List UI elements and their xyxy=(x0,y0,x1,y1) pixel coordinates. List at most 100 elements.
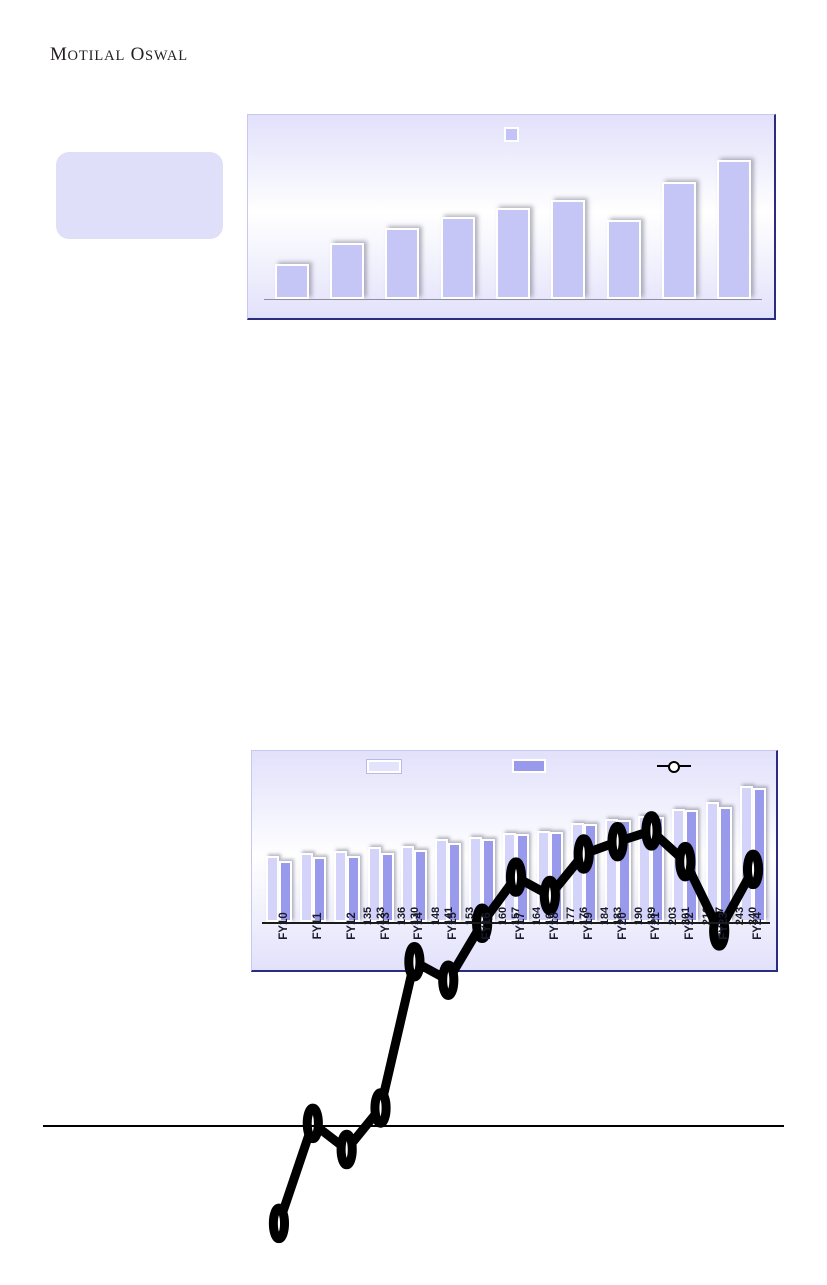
callout-box xyxy=(56,152,223,239)
top-chart-bar-slot xyxy=(596,152,651,299)
x-axis-label-slot: FY10 xyxy=(262,912,296,968)
top-chart-bar-slot xyxy=(430,152,485,299)
top-chart-bar xyxy=(440,216,475,299)
bottom-chart-bar: 183 xyxy=(612,819,631,925)
bottom-chart-bar: 207 xyxy=(714,806,733,925)
bottom-chart-bar xyxy=(299,852,313,922)
line-point-marker xyxy=(443,965,454,995)
top-chart-bar xyxy=(661,181,696,299)
x-axis-label: FY12 xyxy=(345,912,358,940)
brand-initial-m: M xyxy=(50,44,68,65)
x-axis-label: FY10 xyxy=(277,912,290,940)
bottom-chart-bar-group: 203 201 xyxy=(667,777,702,925)
top-chart-bar-slot xyxy=(541,152,596,299)
x-axis-label: FY15 xyxy=(447,912,460,940)
top-chart-bar xyxy=(329,243,364,299)
bottom-chart-bar-group: 148 141 xyxy=(430,777,465,925)
brand-masthead: MOTILAL OSWAL xyxy=(50,44,188,66)
bottom-chart-bar-group: 164 161 xyxy=(531,777,567,925)
top-chart-x-axis xyxy=(264,299,762,300)
x-axis-label-slot: FY24 xyxy=(736,912,770,968)
top-chart-bar-slot xyxy=(264,152,319,299)
x-axis-label-slot: FY17 xyxy=(499,912,533,968)
x-axis-label: FY14 xyxy=(413,912,426,940)
x-axis-label-slot: FY13 xyxy=(364,912,398,968)
bottom-chart-bar: 157 xyxy=(510,834,529,925)
bottom-chart-bar-group: 190 189 xyxy=(633,777,668,925)
bottom-chart-bar-group xyxy=(296,777,330,922)
bottom-combo-chart: 135 123 136 130 148 141 153 148 160 157 164 161 177 1… xyxy=(251,750,778,972)
top-chart-bar-slot xyxy=(707,152,762,299)
bottom-chart-bar: 189 xyxy=(646,816,665,925)
legend-item-line xyxy=(656,759,691,773)
x-axis-label-slot: FY14 xyxy=(397,912,431,968)
top-chart-bar xyxy=(606,219,641,299)
legend-item-bar-light xyxy=(366,758,403,774)
line-point-marker xyxy=(375,1093,386,1123)
bottom-chart-bar: 161 xyxy=(544,832,563,925)
x-axis-label: FY19 xyxy=(582,912,595,940)
line-point-marker xyxy=(341,1134,352,1164)
x-axis-label: FY22 xyxy=(684,912,697,940)
bottom-chart-bar-group: 216 207 xyxy=(701,777,736,925)
x-axis-label: FY18 xyxy=(548,912,561,940)
bottom-chart-bar-group: 153 148 xyxy=(464,777,499,925)
x-axis-label: FY20 xyxy=(616,912,629,940)
bottom-chart-bar-group: 160 157 xyxy=(497,777,533,925)
line-point-marker xyxy=(307,1108,318,1138)
bottom-chart-bar: 141 xyxy=(443,843,462,925)
x-axis-label-slot: FY21 xyxy=(634,912,668,968)
x-axis-label-slot: FY22 xyxy=(668,912,702,968)
x-axis-label: FY13 xyxy=(379,912,392,940)
bottom-chart-legend xyxy=(312,758,746,774)
x-axis-label-slot: FY12 xyxy=(330,912,364,968)
bottom-chart-bar-group: 184 183 xyxy=(599,777,635,925)
bottom-chart-x-axis xyxy=(262,922,770,924)
bottom-chart-bar: 240 xyxy=(747,788,766,925)
bottom-chart-bar xyxy=(333,850,347,922)
top-chart-bar-slot xyxy=(485,152,540,299)
x-axis-label: FY23 xyxy=(718,912,731,940)
top-chart-bars xyxy=(264,152,762,299)
top-chart-bar xyxy=(551,199,586,299)
x-axis-label-slot: FY20 xyxy=(601,912,635,968)
brand-word-oswal: SWAL xyxy=(144,48,189,64)
x-axis-label: FY17 xyxy=(514,912,527,940)
bottom-chart-bar: 176 xyxy=(578,823,597,925)
top-chart-bar xyxy=(385,228,420,299)
bottom-chart-bar-group: 177 176 xyxy=(565,777,601,925)
x-axis-label: FY21 xyxy=(650,912,663,940)
legend-bar-light-icon xyxy=(366,758,403,774)
legend-swatch-icon xyxy=(503,127,519,142)
x-axis-label-slot: FY16 xyxy=(465,912,499,968)
bottom-chart-plot-area: 135 123 136 130 148 141 153 148 160 157 164 161 177 1… xyxy=(262,777,770,924)
top-chart-bar xyxy=(274,264,309,299)
bottom-chart-bar-groups: 135 123 136 130 148 141 153 148 160 157 164 161 177 1… xyxy=(262,777,770,925)
top-chart-bar-slot xyxy=(651,152,706,299)
x-axis-label-slot: FY23 xyxy=(702,912,736,968)
brand-initial-o: O xyxy=(130,44,145,65)
top-chart-bar-slot xyxy=(375,152,430,299)
bottom-chart-bar: 243 xyxy=(734,786,753,925)
line-point-marker xyxy=(273,1208,284,1238)
legend-item-bar-dark xyxy=(511,759,546,773)
top-bar-chart xyxy=(247,114,776,320)
x-axis-label: FY11 xyxy=(311,912,324,940)
bottom-chart-bar: 148 xyxy=(477,839,496,925)
x-axis-label-slot: FY19 xyxy=(567,912,601,968)
top-chart-plot-area xyxy=(264,152,762,300)
bottom-chart-x-labels: FY10 FY11 FY12 FY13 FY14 FY15 FY16 FY17 FY18 FY19… xyxy=(262,912,770,968)
bottom-chart-bar xyxy=(265,855,279,922)
bottom-chart-bar: 216 xyxy=(701,801,720,925)
top-chart-legend xyxy=(248,127,774,142)
legend-bar-dark-icon xyxy=(511,759,546,773)
x-axis-label-slot: FY11 xyxy=(296,913,330,968)
footer-divider xyxy=(43,1125,784,1127)
bottom-chart-bar-group xyxy=(262,777,296,922)
top-chart-bar xyxy=(717,159,752,299)
bottom-chart-bar-group xyxy=(330,777,364,922)
x-axis-label: FY16 xyxy=(481,912,494,940)
x-axis-label-slot: FY18 xyxy=(533,912,567,968)
legend-line-marker-icon xyxy=(656,760,691,773)
bottom-chart-bar-group: 243 240 xyxy=(734,777,770,925)
